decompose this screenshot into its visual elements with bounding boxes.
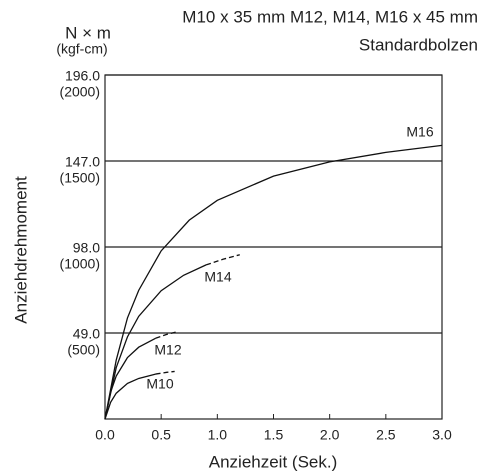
y-unit: N × m xyxy=(65,23,111,42)
x-axis-label: Anziehzeit (Sek.) xyxy=(209,452,338,471)
y2-tick-label: (2000) xyxy=(60,84,100,100)
y-tick-label: 49.0 xyxy=(73,326,100,342)
curve-extension xyxy=(155,330,179,339)
x-tick-label: 1.5 xyxy=(264,427,284,443)
y2-tick-label: (500) xyxy=(67,342,100,358)
y-tick-label: 98.0 xyxy=(73,240,100,256)
chart-title: M10 x 35 mm M12, M14, M16 x 45 mm xyxy=(182,7,478,26)
curve-label: M10 xyxy=(146,376,173,392)
x-tick-label: 2.0 xyxy=(320,427,340,443)
y2-tick-label: (1000) xyxy=(60,256,100,272)
chart-subtitle: Standardbolzen xyxy=(359,35,478,54)
curve-label: M14 xyxy=(204,269,231,285)
curve-label: M12 xyxy=(154,342,181,358)
curve-extension xyxy=(205,254,240,266)
y-axis-label: Anziehdrehmoment xyxy=(11,176,30,324)
x-tick-label: 0.5 xyxy=(151,427,171,443)
curve-label: M16 xyxy=(406,124,433,140)
x-tick-label: 0.0 xyxy=(95,427,115,443)
curve xyxy=(104,144,443,420)
x-tick-label: 1.0 xyxy=(208,427,228,443)
y-tick-label: 147.0 xyxy=(65,154,100,170)
y2-unit: (kgf-cm) xyxy=(56,41,107,57)
x-tick-label: 3.0 xyxy=(432,427,452,443)
curve-extension xyxy=(155,370,175,375)
y-tick-label: 196.0 xyxy=(65,68,100,84)
x-tick-label: 2.5 xyxy=(376,427,396,443)
y2-tick-label: (1500) xyxy=(60,170,100,186)
curve xyxy=(104,264,207,420)
curve xyxy=(104,373,156,420)
curve xyxy=(104,337,156,420)
